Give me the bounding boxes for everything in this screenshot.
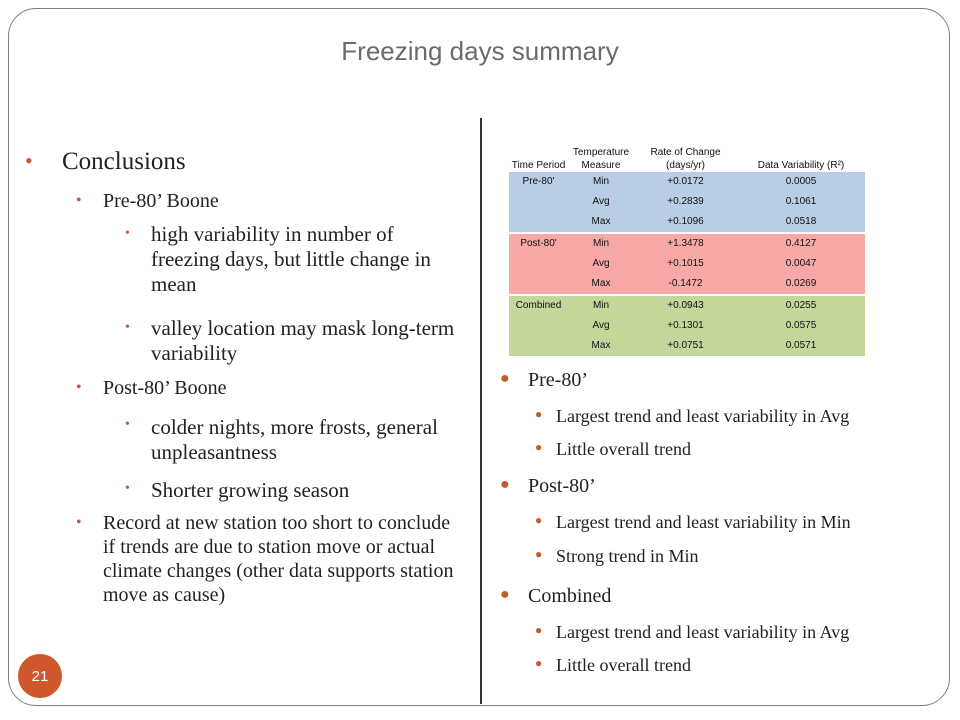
table-row: Post-80' Min +1.3478 0.4127 (509, 233, 865, 295)
rate-cell: +0.1096 (634, 212, 737, 233)
measure-cell: Max (568, 212, 634, 233)
measure-cell: Avg (568, 316, 634, 336)
bullet-icon: ● (535, 513, 543, 527)
table-header: Temperature Measure (572, 147, 630, 171)
measure-cell: Max (568, 336, 634, 356)
rate-cell: +0.0751 (634, 336, 737, 356)
measure-cell: Max (568, 274, 634, 295)
r2-cell: 0.1061 (737, 192, 865, 212)
table-group-combined: Combined Min +0.0943 0.0255 Avg +0.1301 … (509, 295, 865, 356)
combined-finding-1: Largest trend and least variability in A… (556, 622, 850, 642)
pre80-point-1: high variability in number of freezing d… (151, 222, 431, 296)
bullet-icon: ● (500, 586, 510, 603)
r2-cell: 0.0571 (737, 336, 865, 356)
period-cell: Combined (509, 295, 568, 356)
r2-cell: 0.4127 (737, 233, 865, 254)
measure-cell: Min (568, 172, 634, 192)
r2-cell: 0.0575 (737, 316, 865, 336)
bullet-icon: • (125, 320, 130, 335)
post80-section-label: Post-80’ (528, 475, 596, 497)
measure-cell: Avg (568, 254, 634, 274)
pre80-finding-2: Little overall trend (556, 439, 691, 459)
period-cell: Post-80' (509, 233, 568, 295)
rate-cell: -0.1472 (634, 274, 737, 295)
post80-finding-2: Strong trend in Min (556, 546, 699, 566)
record-note: Record at new station too short to concl… (103, 512, 454, 606)
period-cell: Pre-80' (509, 172, 568, 233)
post80-point-2: Shorter growing season (151, 478, 350, 502)
trend-table: Time Period Temperature Measure Rate of … (509, 136, 865, 356)
bullet-icon: • (76, 514, 82, 531)
r2-cell: 0.0269 (737, 274, 865, 295)
slide-title: Freezing days summary (341, 36, 619, 66)
bullet-icon: ● (535, 547, 543, 561)
bullet-icon: • (76, 192, 82, 209)
combined-finding-2: Little overall trend (556, 655, 691, 675)
table-row: Max +0.1096 0.0518 (509, 212, 865, 233)
bullet-icon: ● (500, 370, 510, 387)
combined-section-label: Combined (528, 585, 612, 607)
bullet-icon: ● (535, 623, 543, 637)
post80-point-1: colder nights, more frosts, general unpl… (151, 415, 438, 464)
measure-cell: Min (568, 295, 634, 316)
table-header: Data Variability (R²) (757, 160, 845, 171)
post80-finding-1: Largest trend and least variability in M… (556, 512, 851, 532)
measure-cell: Avg (568, 192, 634, 212)
slide-frame (8, 8, 950, 706)
table-row: Avg +0.1301 0.0575 (509, 316, 865, 336)
table-row: Pre-80' Min +0.0172 0.0005 (509, 172, 865, 233)
pre80-section-label: Pre-80’ (528, 369, 588, 391)
table-row: Avg +0.1015 0.0047 (509, 254, 865, 274)
bullet-icon: ● (535, 440, 543, 454)
rate-cell: +0.1015 (634, 254, 737, 274)
pre80-point-2: valley location may mask long-term varia… (151, 316, 455, 365)
bullet-icon: • (125, 417, 130, 432)
bullet-icon: • (125, 226, 130, 241)
bullet-icon: • (125, 481, 130, 496)
table-row: Max -0.1472 0.0269 (509, 274, 865, 295)
bullet-icon: ● (500, 476, 510, 493)
page-number-badge: 21 (18, 654, 62, 698)
r2-cell: 0.0005 (737, 172, 865, 192)
bullet-icon: ● (535, 407, 543, 421)
column-divider (480, 118, 482, 704)
rate-cell: +0.2839 (634, 192, 737, 212)
measure-cell: Min (568, 233, 634, 254)
r2-cell: 0.0518 (737, 212, 865, 233)
rate-cell: +0.1301 (634, 316, 737, 336)
pre80-finding-1: Largest trend and least variability in A… (556, 406, 850, 426)
table-header: Time Period (511, 160, 566, 171)
table-group-post80: Post-80' Min +1.3478 0.4127 Avg +0.1015 … (509, 233, 865, 295)
bullet-icon: ● (535, 656, 543, 670)
rate-cell: +0.0943 (634, 295, 737, 316)
rate-cell: +0.0172 (634, 172, 737, 192)
r2-cell: 0.0255 (737, 295, 865, 316)
r2-cell: 0.0047 (737, 254, 865, 274)
table-row: Avg +0.2839 0.1061 (509, 192, 865, 212)
table-row: Max +0.0751 0.0571 (509, 336, 865, 356)
table-header: Rate of Change (days/yr) (650, 147, 721, 171)
conclusions-heading: Conclusions (62, 148, 186, 175)
rate-cell: +1.3478 (634, 233, 737, 254)
bullet-icon: • (25, 148, 33, 173)
table-group-pre80: Pre-80' Min +0.0172 0.0005 Avg +0.2839 0… (509, 172, 865, 233)
bullet-icon: • (76, 379, 82, 396)
table-row: Combined Min +0.0943 0.0255 (509, 295, 865, 356)
post80-boone-label: Post-80’ Boone (103, 377, 227, 399)
pre80-boone-label: Pre-80’ Boone (103, 190, 219, 212)
